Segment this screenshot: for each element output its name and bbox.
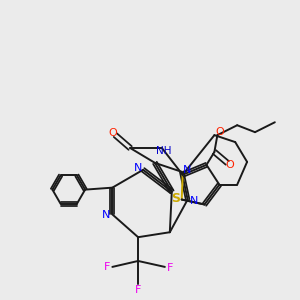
Text: NH: NH [156, 146, 171, 156]
Text: O: O [226, 160, 235, 170]
Text: O: O [109, 128, 117, 138]
Text: F: F [167, 263, 173, 273]
Text: N: N [102, 210, 111, 220]
Text: N: N [189, 196, 198, 206]
Text: N: N [183, 165, 191, 175]
Text: F: F [135, 285, 141, 295]
Text: S: S [171, 192, 180, 205]
Text: N: N [134, 163, 142, 173]
Text: F: F [104, 262, 110, 272]
Text: O: O [215, 127, 224, 137]
